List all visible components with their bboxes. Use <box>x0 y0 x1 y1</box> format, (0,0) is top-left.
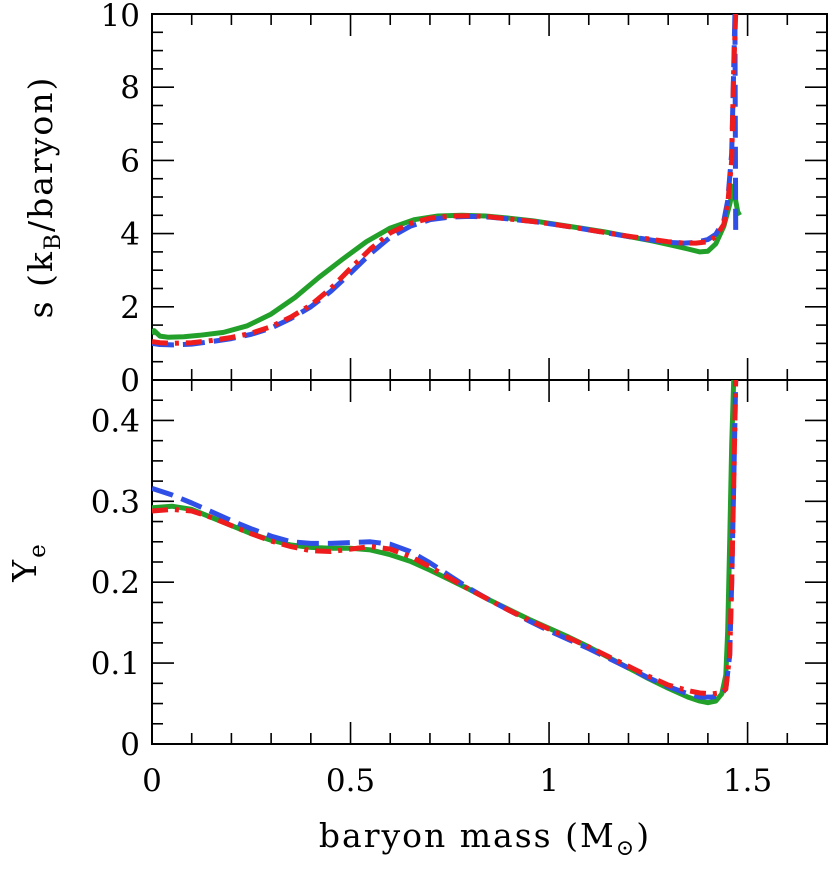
y-tick-label-top: 6 <box>120 143 140 179</box>
y-tick-label-bottom: 0.3 <box>91 484 140 520</box>
y-tick-label-bottom: 0.2 <box>91 565 140 601</box>
mass-axis-title: baryon mass (M⊙) <box>319 816 651 861</box>
series-green-solid-bottom <box>152 380 737 706</box>
x-tick-label: 0.5 <box>326 763 375 799</box>
y-tick-label-bottom: 0 <box>120 727 140 763</box>
series-green-solid-top <box>152 183 742 340</box>
electron-fraction-panel-series <box>152 380 739 706</box>
entropy-axis-title: s (kB/baryon) <box>21 76 66 319</box>
series-blue-dashed-top <box>152 14 739 348</box>
x-tick-label: 0 <box>142 763 162 799</box>
series-red-dashdot-bottom <box>152 380 739 697</box>
series-blue-dashed-bottom <box>152 380 739 700</box>
ye-axis-title: Ye <box>5 542 51 582</box>
y-tick-label-bottom: 0.4 <box>91 403 140 439</box>
electron-fraction-panel-ticks <box>151 379 828 745</box>
y-tick-label-bottom: 0.1 <box>91 646 140 682</box>
entropy-panel-series <box>152 14 742 348</box>
y-tick-label-top: 10 <box>101 0 140 34</box>
entropy-panel-y-tick-labels: 0 2 4 6 8 10 <box>101 0 140 399</box>
y-tick-label-top: 4 <box>120 217 140 253</box>
y-tick-label-top: 2 <box>120 290 140 326</box>
series-red-dashdot-top <box>152 14 739 346</box>
electron-fraction-panel-y-tick-labels: 0 0.1 0.2 0.3 0.4 <box>91 403 140 763</box>
electron-fraction-panel: 0 0.1 0.2 0.3 0.4 0 0.5 1 1.5 Ye baryon mass (M… <box>5 379 828 861</box>
y-tick-label-top: 0 <box>120 363 140 399</box>
x-tick-label: 1 <box>539 763 559 799</box>
mass-axis-tick-labels: 0 0.5 1 1.5 <box>142 763 772 799</box>
x-tick-label: 1.5 <box>723 763 772 799</box>
y-tick-label-top: 8 <box>120 70 140 106</box>
entropy-panel: 0 2 4 6 8 10 s (kB/baryon) <box>21 0 828 399</box>
